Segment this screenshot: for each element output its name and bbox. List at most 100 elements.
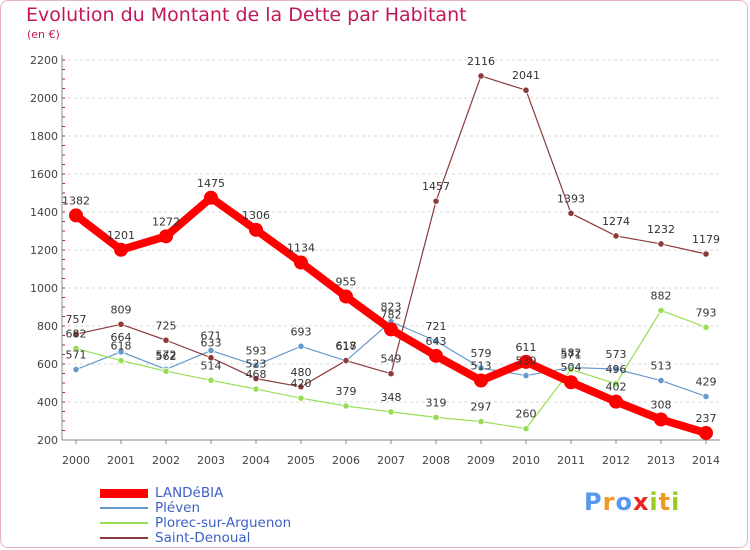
logo-letter: r <box>602 488 616 516</box>
data-point <box>207 354 215 362</box>
x-tick-label: 2014 <box>692 454 720 467</box>
data-label: 693 <box>291 325 312 338</box>
data-label: 782 <box>381 308 402 321</box>
data-label: 618 <box>336 340 357 353</box>
y-tick-label: 1600 <box>30 168 58 181</box>
logo-letter: t <box>658 488 672 516</box>
data-label: 513 <box>651 360 672 373</box>
data-label: 420 <box>291 377 312 390</box>
data-label: 514 <box>201 359 222 372</box>
data-label: 1457 <box>422 180 450 193</box>
logo-letter: i <box>649 488 659 516</box>
data-label: 429 <box>696 375 717 388</box>
data-point <box>384 322 398 337</box>
data-point <box>249 222 263 237</box>
chart-legend: LANDéBIA Pléven Plorec-sur-Arguenon Sain… <box>100 486 291 546</box>
data-label: 2041 <box>512 69 540 82</box>
data-label: 882 <box>651 289 672 302</box>
data-label: 1179 <box>692 233 720 246</box>
legend-swatch-plorec <box>100 522 148 524</box>
data-point <box>522 371 530 380</box>
data-point <box>657 240 665 248</box>
logo-letter: i <box>671 488 681 516</box>
chart-subtitle: (en €) <box>27 28 60 41</box>
data-point <box>69 208 83 223</box>
legend-item-pleven: Pléven <box>100 501 291 516</box>
data-point <box>294 255 308 270</box>
data-label: 319 <box>426 396 447 409</box>
logo-letter: o <box>615 488 633 516</box>
data-point <box>162 336 170 344</box>
data-point <box>207 346 215 355</box>
data-point <box>429 348 443 363</box>
data-label: 579 <box>471 347 492 360</box>
x-tick-label: 2013 <box>647 454 675 467</box>
data-label: 562 <box>156 350 177 363</box>
data-point <box>297 342 305 350</box>
data-point <box>207 376 215 384</box>
data-label: 237 <box>696 412 717 425</box>
data-label: 582 <box>561 346 582 359</box>
proxiti-logo: Proxiti <box>584 488 680 516</box>
y-tick-label: 200 <box>37 434 58 447</box>
data-point <box>297 383 305 391</box>
x-tick-label: 2000 <box>62 454 90 467</box>
data-label: 2116 <box>467 55 495 68</box>
data-point <box>72 330 80 338</box>
x-tick-label: 2001 <box>107 454 135 467</box>
x-tick-label: 2008 <box>422 454 450 467</box>
data-label: 618 <box>111 340 132 353</box>
x-tick-label: 2010 <box>512 454 540 467</box>
x-tick-label: 2007 <box>377 454 405 467</box>
y-tick-label: 1000 <box>30 282 58 295</box>
data-point <box>699 425 713 440</box>
data-point <box>72 344 80 353</box>
data-point <box>477 364 485 372</box>
data-point <box>477 72 485 80</box>
data-point <box>117 320 125 328</box>
data-label: 496 <box>606 363 627 376</box>
data-point <box>657 376 665 385</box>
legend-swatch-saint-denoual <box>100 537 148 539</box>
data-point <box>609 394 623 409</box>
data-label: 348 <box>381 391 402 404</box>
x-tick-label: 2012 <box>602 454 630 467</box>
data-label: 504 <box>561 361 582 374</box>
data-point <box>612 365 620 373</box>
legend-item-landebia: LANDéBIA <box>100 486 291 501</box>
data-point <box>522 424 530 433</box>
data-point <box>702 250 710 258</box>
data-point <box>387 408 395 416</box>
legend-label-landebia: LANDéBIA <box>155 485 224 501</box>
data-label: 1393 <box>557 192 585 205</box>
data-label: 297 <box>471 401 492 414</box>
x-tick-label: 2003 <box>197 454 225 467</box>
data-label: 1272 <box>152 215 180 228</box>
data-point <box>522 86 530 94</box>
legend-swatch-landebia <box>100 489 148 498</box>
data-label: 823 <box>381 301 402 314</box>
data-label: 643 <box>426 335 447 348</box>
data-point <box>72 365 80 374</box>
legend-label-plorec: Plorec-sur-Arguenon <box>155 515 292 531</box>
data-point <box>339 289 353 304</box>
data-label: 379 <box>336 385 357 398</box>
data-point <box>702 323 710 331</box>
data-label: 671 <box>201 330 222 343</box>
data-label: 523 <box>246 358 267 371</box>
legend-label-saint-denoual: Saint-Denoual <box>155 530 251 546</box>
data-label: 1475 <box>197 177 225 190</box>
data-label: 1232 <box>647 223 675 236</box>
data-point <box>477 417 485 426</box>
y-tick-label: 1400 <box>30 206 58 219</box>
data-point <box>297 394 305 402</box>
x-tick-label: 2011 <box>557 454 585 467</box>
data-point <box>474 373 488 388</box>
data-point <box>252 385 260 393</box>
data-point <box>252 361 260 369</box>
data-point <box>432 413 440 421</box>
data-label: 1201 <box>107 229 135 242</box>
data-label: 809 <box>111 303 132 316</box>
data-label: 664 <box>111 331 132 344</box>
